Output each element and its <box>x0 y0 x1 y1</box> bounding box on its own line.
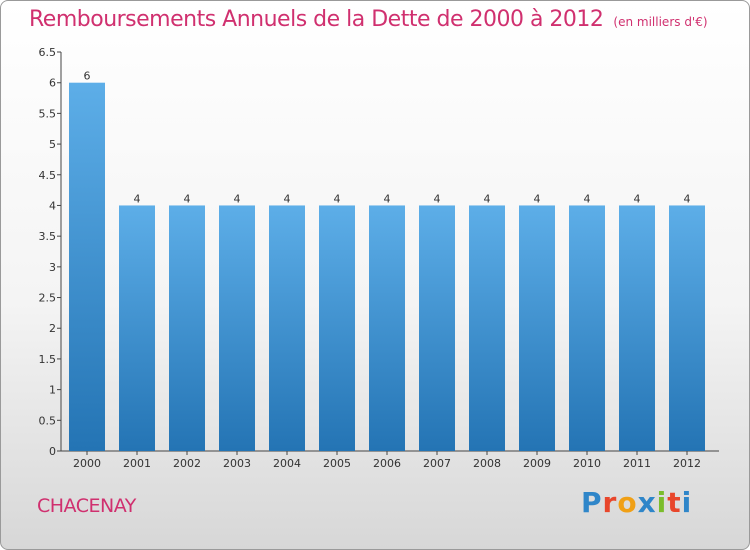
chart-subtitle: (en milliers d'€) <box>613 15 708 29</box>
y-tick-label: 5 <box>49 138 56 151</box>
chart-axes: 0 0.5 1 1.5 2 2.5 3 3.5 4 4.5 5 5.5 6 6.5 2000 2001 2002… <box>39 46 719 470</box>
x-tick-label: 2006 <box>373 457 401 470</box>
bar <box>319 205 355 451</box>
bar-value-label: 4 <box>234 192 241 205</box>
chart-bars: 6 4 4 4 4 4 4 4 4 4 4 4 4 <box>69 70 705 451</box>
commune-name: CHACENAY <box>37 495 136 517</box>
bar <box>369 205 405 451</box>
y-tick-label: 2 <box>49 322 56 335</box>
bar-value-label: 4 <box>434 192 441 205</box>
x-tick-label: 2005 <box>323 457 351 470</box>
x-tick-label: 2011 <box>623 457 651 470</box>
x-tick-label: 2007 <box>423 457 451 470</box>
bar-value-label: 4 <box>584 192 591 205</box>
y-tick-label: 6.5 <box>39 46 57 59</box>
bar-value-label: 6 <box>84 70 91 83</box>
bar <box>69 82 105 451</box>
y-tick-label: 3 <box>49 261 56 274</box>
bar-value-label: 4 <box>184 192 191 205</box>
bar-value-label: 4 <box>384 192 391 205</box>
bar <box>519 205 555 451</box>
y-tick-label: 6 <box>49 77 56 90</box>
x-tick-label: 2000 <box>73 457 101 470</box>
chart-title: Remboursements Annuels de la Dette de 20… <box>29 7 708 32</box>
y-tick-label: 4.5 <box>39 169 57 182</box>
chart-title-text: Remboursements Annuels de la Dette de 20… <box>29 7 604 32</box>
x-tick-label: 2008 <box>473 457 501 470</box>
bar <box>419 205 455 451</box>
y-tick-label: 4 <box>49 199 56 212</box>
x-tick-label: 2003 <box>223 457 251 470</box>
y-tick-label: 0 <box>49 445 56 458</box>
y-tick-label: 5.5 <box>39 107 57 120</box>
x-tick-label: 2002 <box>173 457 201 470</box>
bar <box>669 205 705 451</box>
bar-value-label: 4 <box>284 192 291 205</box>
bar <box>119 205 155 451</box>
y-tick-label: 1 <box>49 384 56 397</box>
x-tick-label: 2009 <box>523 457 551 470</box>
y-tick-label: 3.5 <box>39 230 57 243</box>
bar <box>469 205 505 451</box>
x-tick-label: 2010 <box>573 457 601 470</box>
bar-value-label: 4 <box>334 192 341 205</box>
y-tick-label: 1.5 <box>39 353 57 366</box>
bar <box>169 205 205 451</box>
bar <box>219 205 255 451</box>
bar <box>619 205 655 451</box>
bar <box>269 205 305 451</box>
bar-value-label: 4 <box>634 192 641 205</box>
proxiti-logo: Proxiti <box>581 486 693 519</box>
y-tick-label: 0.5 <box>39 414 57 427</box>
bar <box>569 205 605 451</box>
bar-value-label: 4 <box>684 192 691 205</box>
x-tick-label: 2004 <box>273 457 301 470</box>
y-tick-label: 2.5 <box>39 292 57 305</box>
x-tick-label: 2001 <box>123 457 151 470</box>
bar-value-label: 4 <box>484 192 491 205</box>
bar-value-label: 4 <box>534 192 541 205</box>
bar-value-label: 4 <box>134 192 141 205</box>
x-tick-label: 2012 <box>673 457 701 470</box>
